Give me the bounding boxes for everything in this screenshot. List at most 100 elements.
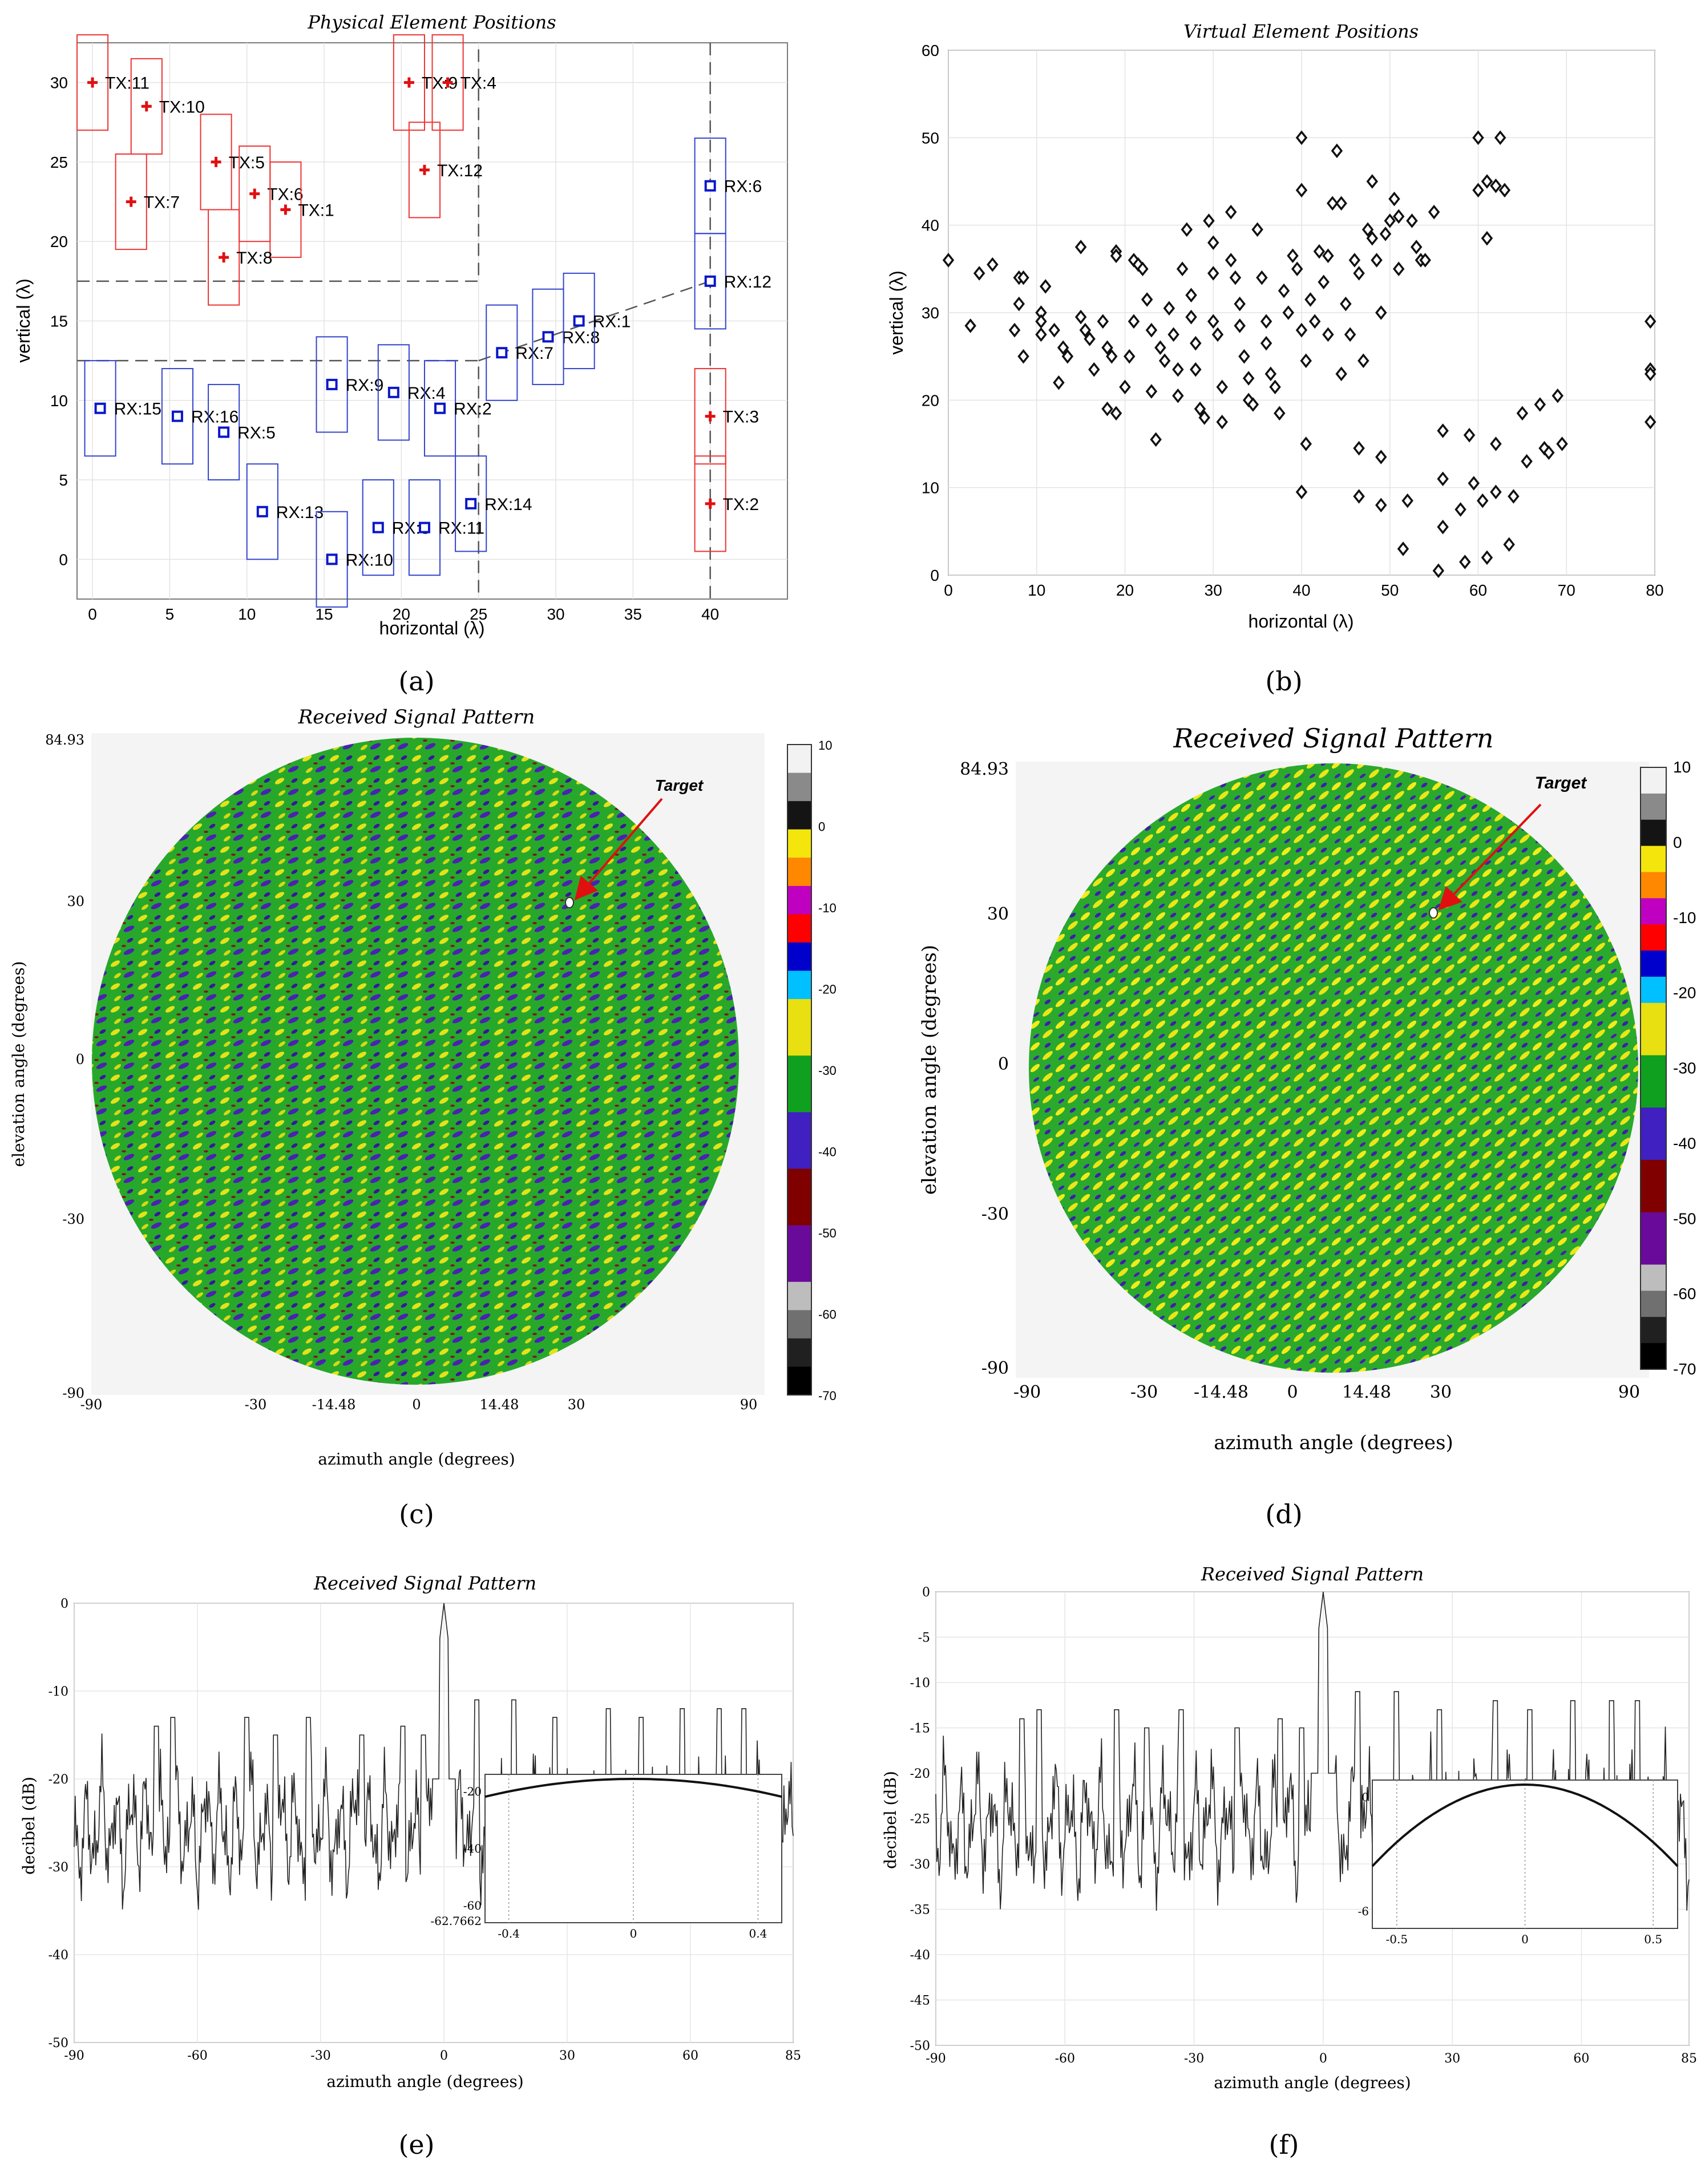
virtual-element-marker [1172, 388, 1184, 403]
inset-x-tick-label: -0.4 [498, 1927, 520, 1940]
virtual-element-marker [987, 257, 999, 272]
x-tick-label: 0 [440, 2049, 448, 2063]
x-tick-label: -30 [1184, 2052, 1204, 2066]
y-tick-label: 50 [922, 129, 939, 147]
colorbar-swatch [787, 1027, 811, 1056]
virtual-element-marker [1498, 183, 1511, 198]
inset-frame [1372, 1779, 1678, 1929]
x-tick-label: -90 [80, 1397, 103, 1413]
virtual-element-marker [1300, 436, 1312, 451]
x-tick-label: 40 [1292, 581, 1310, 599]
target-label: Target [1535, 774, 1588, 792]
virtual-element-marker [1392, 261, 1405, 277]
virtual-element-marker [1061, 349, 1074, 364]
virtual-element-marker [1463, 427, 1476, 443]
x-tick-label: 60 [1573, 2052, 1589, 2066]
colorbar-frame [1640, 767, 1667, 1370]
colorbar-swatch [1641, 846, 1666, 872]
colorbar-tick-label: -70 [818, 1389, 837, 1403]
virtual-element-marker [1145, 384, 1158, 399]
virtual-element-marker [1084, 331, 1096, 346]
y-tick-label: -15 [910, 1722, 930, 1736]
virtual-element-marker [1375, 305, 1387, 320]
colorbar-swatch [787, 1197, 811, 1226]
rx-marker [171, 410, 183, 422]
rx-label: RX:12 [724, 273, 771, 292]
rx-box [377, 344, 410, 441]
virtual-element-marker [1556, 436, 1568, 451]
colorbar-swatch [1641, 898, 1666, 925]
grid [935, 1591, 1690, 2046]
virtual-element-marker [1101, 401, 1113, 416]
virtual-element-marker [1361, 222, 1374, 237]
colorbar-swatch [1641, 1002, 1666, 1030]
virtual-element-marker [1335, 196, 1347, 211]
colorbar-swatch [787, 1083, 811, 1113]
x-tick-label: 60 [682, 2049, 698, 2063]
x-tick-label: -30 [310, 2049, 330, 2063]
x-tick-label: 20 [393, 605, 410, 623]
inset-y-tick-label: 0 [1361, 1790, 1369, 1804]
virtual-element-marker [1340, 296, 1352, 312]
virtual-element-marker [1503, 537, 1515, 552]
target-arrow [1438, 803, 1542, 911]
y-tick-label: -30 [62, 1211, 84, 1227]
x-tick-label: 85 [1681, 2052, 1697, 2066]
rx-box [563, 272, 595, 370]
colorbar-tick-label: -20 [818, 982, 837, 997]
tx-marker [403, 77, 414, 88]
rx-label: RX:7 [515, 344, 553, 363]
y-tick-label: -20 [49, 1773, 68, 1787]
virtual-element-marker [1167, 327, 1179, 342]
x-tick-label: 20 [1116, 581, 1134, 599]
y-axis-label: vertical (λ) [13, 278, 34, 363]
axes: -90 -60 -30 0 30 60 85 0 -10 -20 -30 -40 -50 [49, 1597, 801, 2063]
virtual-element-marker [1247, 397, 1259, 412]
colorbar-swatch [787, 999, 811, 1028]
y-tick-label: -50 [49, 2036, 68, 2050]
tx-label: TX:5 [229, 153, 265, 172]
colorbar-swatch [787, 1225, 811, 1254]
panel-d-signal-heatmap: Target 10 0 -10 -20 -30 -40 -50 -60 -70 -90 -30 -1… [918, 723, 1696, 1530]
tx-box [431, 34, 464, 131]
rx-box [408, 479, 441, 576]
colorbar-tick-label: -40 [818, 1145, 837, 1159]
y-axis-label: decibel (dB) [881, 1771, 900, 1869]
virtual-element-marker [1185, 288, 1197, 303]
virtual-element-marker [1137, 261, 1149, 277]
virtual-element-marker [1552, 388, 1564, 403]
virtual-element-marker [1238, 349, 1250, 364]
tx-marker [249, 188, 260, 199]
y-tick-label: -50 [910, 2039, 930, 2053]
x-axis-label: azimuth angle (degrees) [326, 2072, 523, 2091]
virtual-element-marker [1097, 314, 1109, 329]
virtual-element-marker [1322, 327, 1334, 342]
virtual-element-marker [1388, 191, 1400, 207]
virtual-element-marker [942, 253, 955, 268]
y-tick-label: 30 [67, 893, 84, 909]
colorbar-tick-label: 0 [1673, 834, 1682, 851]
axes: -90 -30 -14.48 0 14.48 30 90 84.93 30 0 -30 -90 [45, 732, 757, 1413]
y-tick-label: -5 [918, 1631, 930, 1645]
virtual-element-marker [973, 266, 985, 281]
axes: 0 5 10 15 20 25 30 35 40 0 5 10 15 20 25 30 [50, 74, 719, 623]
virtual-element-marker [1357, 353, 1369, 369]
inset-mainlobe-line [484, 1777, 782, 1798]
y-axis-label: decibel (dB) [19, 1777, 38, 1875]
x-tick-label: 30 [559, 2049, 575, 2063]
virtual-element-marker [1158, 353, 1171, 369]
virtual-element-marker [1437, 471, 1449, 487]
virtual-element-marker [1145, 322, 1158, 338]
colorbar-swatch [1641, 1291, 1666, 1317]
virtual-element-marker [1304, 292, 1316, 307]
x-tick-label: 85 [785, 2049, 801, 2063]
y-tick-label: -40 [49, 1948, 68, 1963]
y-tick-label: -25 [910, 1813, 930, 1827]
virtual-element-marker [1185, 309, 1197, 325]
x-tick-label: 0 [1287, 1382, 1298, 1402]
panel-caption: (e) [398, 2129, 434, 2160]
panel-caption: (a) [398, 666, 434, 697]
x-tick-label: 40 [701, 605, 719, 623]
virtual-element-marker [1543, 445, 1555, 460]
colorbar-swatch [787, 773, 811, 802]
